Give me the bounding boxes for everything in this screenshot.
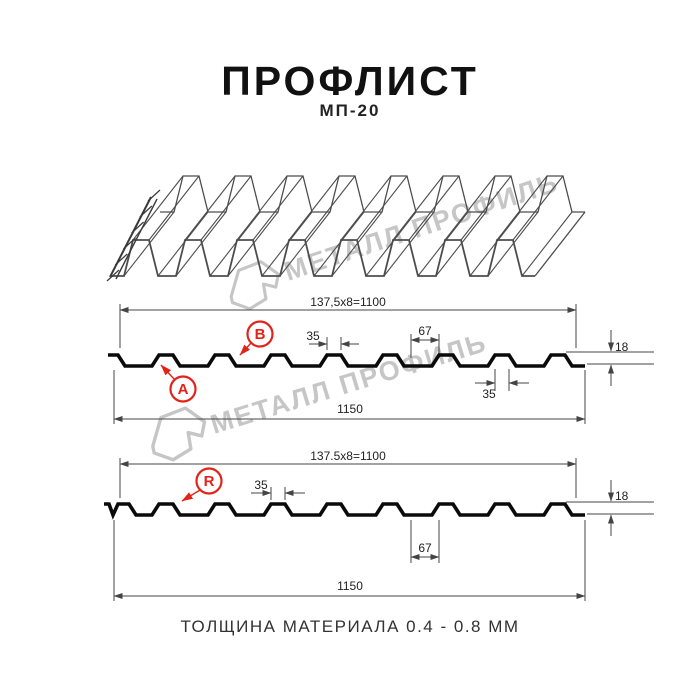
rib-depth-line	[236, 175, 288, 241]
svg-text:R: R	[204, 473, 215, 490]
cross-section-bottom: 137.5x8=1100 35 67 18 1150	[104, 449, 654, 601]
rib-depth-line	[365, 211, 417, 277]
rib-depth-line	[383, 211, 435, 277]
rib-depth-line	[123, 211, 175, 277]
metall-profil-logo-icon	[151, 406, 207, 462]
cut-hatch	[114, 253, 128, 266]
rib-depth-line	[261, 211, 313, 277]
rib-depth-line	[200, 175, 252, 241]
label-r-badge: R	[181, 467, 223, 502]
rib-depth-line	[252, 175, 304, 241]
dim-rib-top: 35	[306, 329, 320, 343]
rib-depth-line	[469, 211, 521, 277]
rib-depth-line	[356, 175, 408, 241]
rib-depth-line	[209, 211, 261, 277]
material-thickness-note: ТОЛЩИНА МАТЕРИАЛА 0.4 - 0.8 ММ	[180, 617, 520, 636]
cut-hatch	[139, 205, 153, 218]
rib-depth-line	[184, 175, 236, 241]
dim-height: 18	[615, 340, 629, 354]
dim-top-total: 137,5x8=1100	[310, 295, 386, 309]
dim-rib-top-lower: 35	[482, 387, 496, 401]
cut-hatch	[106, 269, 120, 282]
sheet-right-edge	[534, 211, 586, 277]
rib-depth-line	[444, 175, 496, 241]
rib-depth-line	[175, 211, 227, 277]
rib-depth-line	[157, 211, 209, 277]
profile-outline-ab	[108, 353, 585, 368]
profile-model-subtitle: МП-20	[319, 101, 381, 120]
dim-rib-top: 35	[254, 478, 268, 492]
dim-height: 18	[615, 489, 629, 503]
rib-depth-line	[340, 175, 392, 241]
profile-3d-view	[106, 175, 586, 282]
rib-depth-line	[331, 211, 383, 277]
dim-overall: 1150	[337, 579, 363, 593]
back-edge-profile	[160, 175, 585, 213]
rib-depth-line	[279, 211, 331, 277]
dim-top-total: 137.5x8=1100	[310, 449, 386, 463]
dim-overall: 1150	[337, 402, 363, 416]
front-edge-profile	[110, 239, 535, 277]
cut-edge-inner	[115, 198, 158, 280]
rib-depth-line	[496, 175, 548, 241]
rib-depth-line	[521, 211, 573, 277]
label-a-badge: A	[160, 364, 197, 403]
dim-valley: 67	[418, 541, 432, 555]
rib-depth-line	[417, 211, 469, 277]
cut-edge	[109, 196, 152, 278]
label-b-badge: B	[239, 320, 274, 356]
cross-section-top: 137,5x8=1100 35 67 18 35	[108, 295, 654, 424]
rib-depth-line	[392, 175, 444, 241]
rib-depth-line	[313, 211, 365, 277]
rib-depth-line	[148, 175, 200, 241]
rib-depth-line	[512, 175, 564, 241]
rib-depth-line	[227, 211, 279, 277]
rib-depth-line	[288, 175, 340, 241]
rib-depth-line	[460, 175, 512, 241]
watermark-lower: МЕТАЛЛ ПРОФИЛЬ	[151, 327, 491, 462]
rib-depth-line	[304, 175, 356, 241]
svg-text:B: B	[255, 326, 266, 343]
cut-hatch	[122, 237, 136, 250]
page-title: ПРОФЛИСТ	[221, 58, 479, 104]
cut-hatch	[131, 221, 145, 234]
metall-profil-logo-icon	[229, 260, 280, 311]
cut-hatch	[147, 189, 161, 202]
rib-depth-line	[487, 211, 539, 277]
rib-depth-line	[435, 211, 487, 277]
dim-valley: 67	[418, 324, 432, 338]
profile-outline-r	[104, 502, 585, 520]
svg-text:A: A	[178, 381, 189, 398]
rib-depth-line	[408, 175, 460, 241]
